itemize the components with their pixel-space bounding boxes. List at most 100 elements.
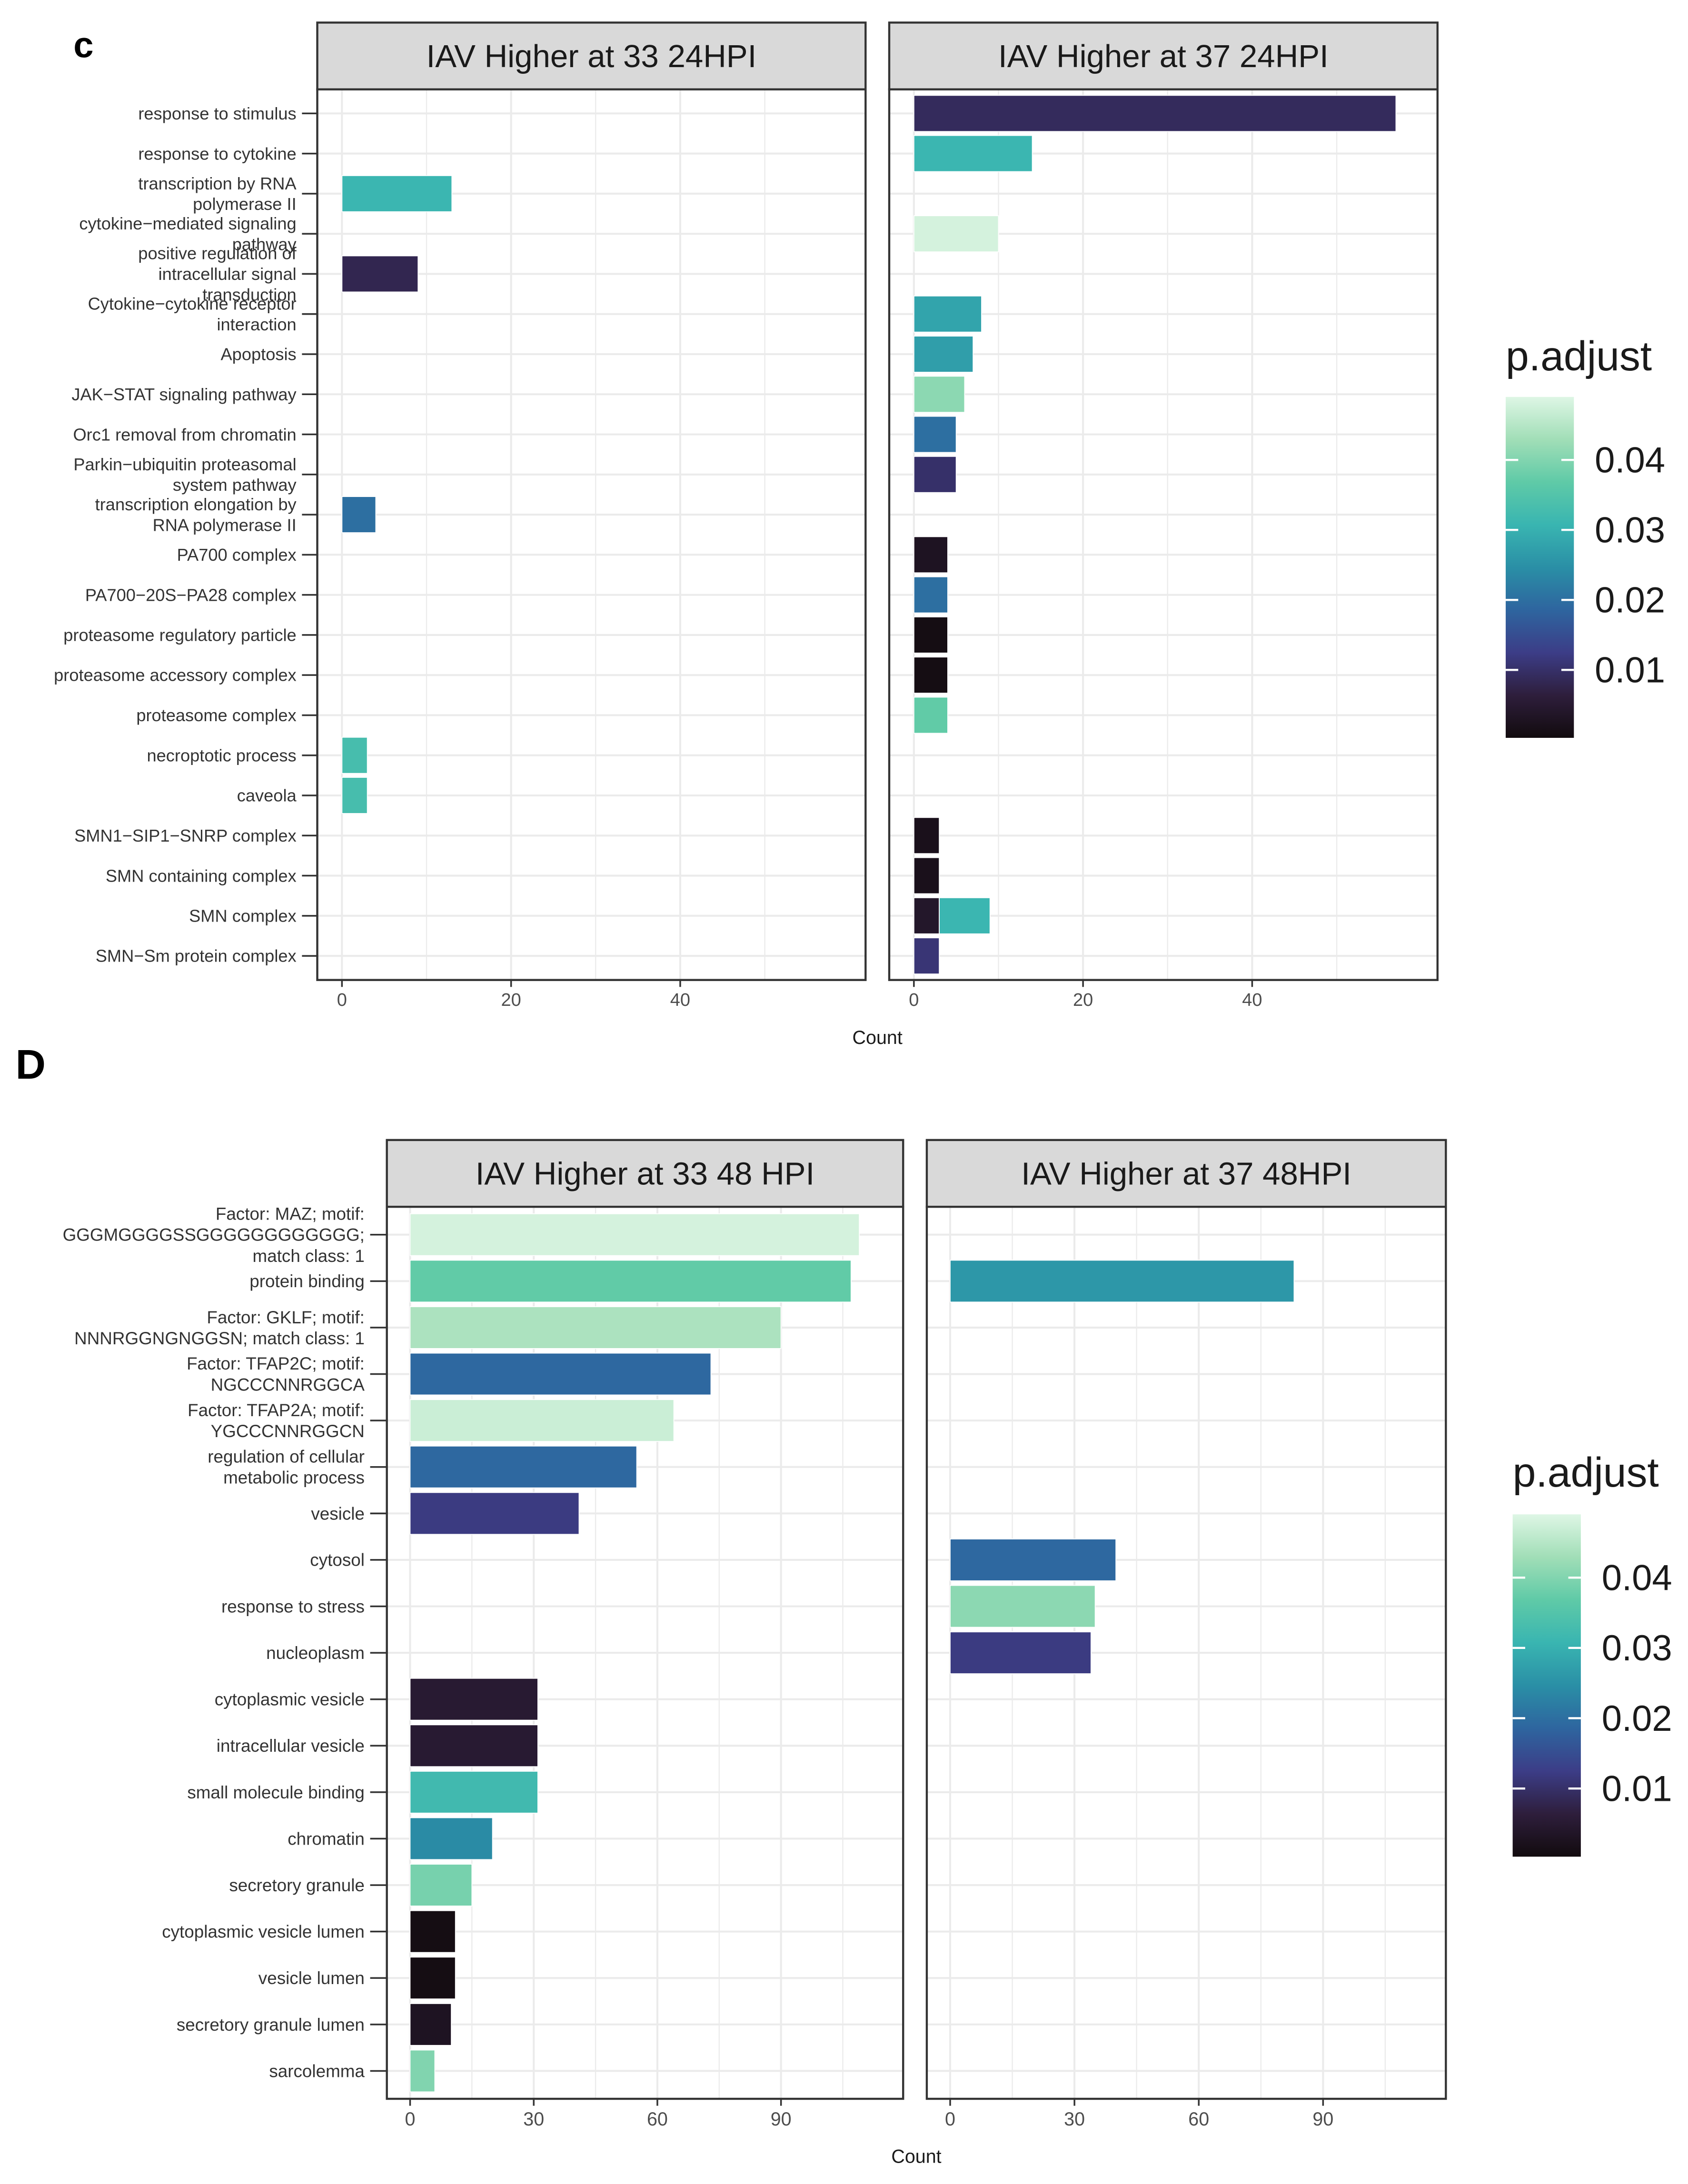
bar [913,536,948,574]
bar [341,777,368,814]
category-label: response to stimulus [138,104,296,123]
bar [913,135,1033,172]
category-label-line: cytokine−mediated signaling [79,214,296,233]
category-label-line: interaction [217,315,296,334]
category-label: JAK−STAT signaling pathway [71,385,297,404]
x-tick-label: 20 [501,990,521,1010]
bar [913,456,957,493]
bar [409,1352,712,1396]
bar [409,1399,675,1442]
category-label-line: transduction [202,285,296,305]
category-label-line: regulation of cellular [208,1447,365,1466]
category-label-line: vesicle lumen [258,1968,365,1988]
category-label: transcription elongation by RNA polymeras… [95,495,297,535]
x-tick-label: 90 [1312,2109,1333,2130]
category-label-line: response to stimulus [138,104,296,123]
x-tick-label: 90 [771,2109,792,2130]
category-label: PA700−20S−PA28 complex [85,585,297,605]
facet-panel: IAV Higher at 37 24HPI 0 20 40 [888,21,1439,1010]
legend-tick-label: 0.03 [1602,1628,1672,1668]
bar [913,937,940,974]
category-label: vesicle lumen [258,1968,365,1988]
bar [409,2049,436,2093]
category-label-line: transcription by RNA [138,174,297,193]
category-label: Factor: TFAP2C; motif: NGCCCNNRGGCA [187,1354,365,1394]
category-label: cytoplasmic vesicle [215,1690,365,1709]
category-label-line: Factor: GKLF; motif: [207,1308,365,1327]
category-label: proteasome regulatory particle [63,625,296,645]
color-legend: p.adjust 0.01 0.02 0.03 0.04 [1512,1449,1672,1857]
category-label-line: small molecule binding [187,1783,365,1802]
category-label-line: secretory granule lumen [177,2015,365,2035]
category-label: sarcolemma [269,2061,365,2081]
facet-panel: IAV Higher at 37 48HPI 0 30 60 90 [925,1139,1447,2130]
category-label-line: YGCCCNNRGGCN [211,1421,365,1441]
x-tick-label: 0 [945,2109,955,2130]
category-label-line: Factor: TFAP2A; motif: [188,1400,365,1420]
category-label: SMN containing complex [106,866,297,885]
category-label-line: Apoptosis [221,345,297,364]
bar [409,1492,580,1535]
category-label: transcription by RNA polymerase II [138,174,297,214]
bar [950,1539,1117,1581]
legend-tick-label: 0.01 [1602,1768,1672,1809]
category-label-line: Parkin−ubiquitin proteasomal [73,455,296,474]
facet-title: IAV Higher at 37 48HPI [1021,1156,1351,1192]
category-label-line: positive regulation of [138,244,297,263]
bar [913,857,940,894]
category-label-line: vesicle [311,1504,365,1523]
x-axis-title: Count [891,2146,941,2167]
category-label-line: cytoplasmic vesicle lumen [162,1922,365,1942]
bar [409,1724,538,1767]
bar [341,175,453,212]
x-tick-label: 0 [405,2109,416,2130]
x-tick-label: 30 [523,2109,544,2130]
x-tick-label: 20 [1073,990,1093,1010]
bar [913,215,999,252]
legend-tick-label: 0.02 [1602,1698,1672,1739]
bar [913,817,940,854]
facet-title: IAV Higher at 33 24HPI [427,39,757,74]
category-label-line: nucleoplasm [266,1643,365,1663]
category-label: positive regulation of intracellular sign… [138,244,297,305]
category-label-line: response to cytokine [138,144,296,163]
bar [950,1260,1295,1303]
category-label: Apoptosis [221,345,297,364]
category-label: intracellular vesicle [217,1736,365,1756]
bar [409,1306,782,1349]
category-label-line: proteasome regulatory particle [63,625,296,645]
legend-colorbar [1512,1514,1581,1857]
facet-strip [316,21,867,90]
category-label: response to cytokine [138,144,296,163]
panel-border [888,88,1439,981]
category-label: SMN complex [189,906,297,925]
category-label-line: SMN complex [189,906,297,925]
category-label-line: intracellular vesicle [217,1736,365,1756]
category-label-line: cytoplasmic vesicle [215,1690,365,1709]
x-tick-label: 40 [1242,990,1262,1010]
category-label: Orc1 removal from chromatin [73,425,297,444]
category-label: SMN−Sm protein complex [96,946,297,966]
category-label-line: Cytokine−cytokine receptor [88,294,297,314]
bar [913,295,982,333]
bar [409,1260,852,1303]
bar [409,1213,860,1256]
category-label-line: proteasome complex [136,705,296,725]
legend-tick-label: 0.03 [1595,510,1665,551]
bar [913,616,948,654]
bar [913,656,948,694]
legend-tick-label: 0.04 [1602,1558,1672,1598]
category-label: Cytokine−cytokine receptor interaction [88,294,297,335]
category-label: necroptotic process [147,745,296,765]
bar [409,1864,473,1906]
category-label: response to stress [221,1597,365,1616]
category-label-line: JAK−STAT signaling pathway [71,385,297,404]
facet-strip [888,21,1439,90]
x-tick-label: 60 [1188,2109,1209,2130]
bar [913,416,957,453]
panel-border [386,1205,904,2100]
x-tick-label: 30 [1064,2109,1085,2130]
category-label-line: intracellular signal [159,264,297,284]
bar [939,897,991,934]
category-label: Factor: GKLF; motif: NNNRGGNGNGGSN; match… [74,1308,365,1348]
